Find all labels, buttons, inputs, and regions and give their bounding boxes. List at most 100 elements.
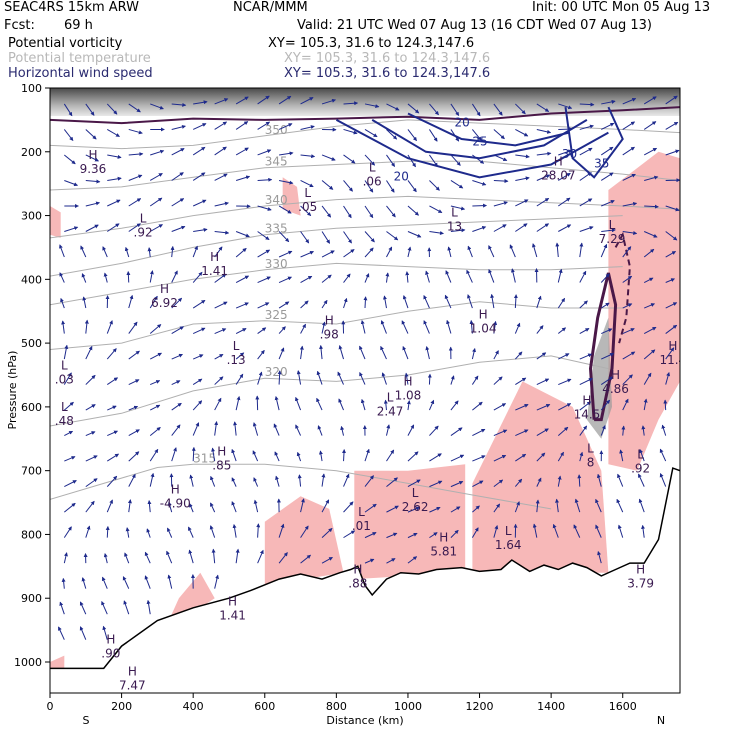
wind-vector (425, 270, 430, 283)
wind-vector (638, 498, 645, 513)
wind-speed-contour (335, 119, 609, 179)
wind-vector (278, 552, 288, 564)
wind-vector (622, 121, 636, 130)
wind-vector (343, 273, 351, 283)
wind-vector (214, 273, 227, 283)
wind-vector (343, 530, 356, 539)
wind-vector (579, 401, 592, 411)
wind-vector (128, 321, 138, 334)
wind-vector (300, 180, 314, 188)
wind-vector (321, 98, 337, 105)
wind-vector (382, 295, 387, 309)
wind-vector (532, 523, 538, 538)
wind-vector (557, 451, 564, 462)
wind-vector (380, 320, 387, 334)
wind-vector (558, 403, 572, 411)
wind-vector (321, 499, 330, 513)
extremum-type: H (88, 148, 97, 162)
wind-vector (601, 99, 616, 105)
wind-vector (450, 400, 459, 411)
wind-vector (429, 180, 440, 191)
wind-vector (235, 247, 247, 258)
wind-vector (364, 475, 374, 487)
wind-vector (429, 480, 443, 488)
shade-region (264, 496, 344, 586)
extremum-type: H (171, 483, 180, 497)
valid-time: Valid: 21 UTC Wed 07 Aug 13 (16 CDT Wed … (297, 18, 652, 33)
extremum-type: L (61, 400, 68, 414)
wind-vector (425, 346, 430, 360)
wind-vector (295, 396, 302, 411)
wind-vector (171, 326, 184, 334)
wind-vector (659, 472, 667, 487)
wind-vector (171, 172, 184, 181)
wind-vector (450, 205, 466, 211)
wind-vector (126, 271, 131, 283)
wind-vector (321, 205, 332, 218)
wind-vector (558, 172, 571, 181)
wind-vector (407, 103, 420, 114)
wind-vector (321, 321, 326, 334)
wind-vector (257, 231, 270, 241)
extremum-value: 1.41 (219, 608, 246, 622)
wind-vector (665, 302, 678, 309)
wind-vector (450, 180, 464, 189)
wind-vector (144, 551, 151, 564)
wind-vector (558, 378, 572, 386)
wind-vector (493, 201, 508, 207)
wind-vector (402, 345, 409, 360)
init-time: Init: 00 UTC Mon 05 Aug 13 (532, 0, 711, 15)
wind-vector (297, 474, 302, 487)
wind-vector (600, 243, 608, 258)
wind-vector (318, 450, 323, 462)
wind-vector (257, 302, 270, 309)
wind-vector (101, 600, 108, 615)
wind-vector (103, 553, 108, 564)
wind-vector (472, 226, 487, 232)
wind-vector (428, 399, 435, 411)
wind-vector (273, 423, 280, 436)
wind-vector (146, 528, 151, 538)
wind-vector (427, 373, 432, 385)
wind-vector (147, 500, 152, 513)
north-label: N (657, 714, 665, 727)
wind-vector (85, 179, 101, 184)
wind-vector (150, 103, 164, 110)
wind-vector (577, 474, 582, 487)
extremum-type: L (637, 448, 644, 462)
wind-vector (319, 344, 324, 360)
wind-vector (128, 174, 143, 181)
theta-contour (50, 463, 552, 510)
wind-vector (235, 275, 250, 283)
extremum-value: 6.92 (151, 296, 178, 310)
wind-vector (278, 347, 285, 360)
extremum-value: 3.79 (627, 576, 654, 590)
wind-vector (536, 174, 551, 181)
wind-vector (621, 425, 626, 436)
wind-vector (171, 297, 183, 309)
wind-vector (64, 502, 76, 513)
wind-vector (144, 575, 151, 589)
wind-vector (514, 351, 523, 360)
wind-vector (278, 205, 292, 214)
y-tick-label: 200 (21, 146, 42, 159)
wind-vector (515, 199, 529, 207)
wind-vector (192, 271, 203, 283)
wind-vector (149, 472, 155, 487)
wind-vector (665, 205, 680, 212)
extremum-type: L (233, 339, 240, 353)
wind-vector (579, 328, 590, 334)
wind-vector (493, 103, 503, 116)
extremum-type: H (160, 282, 169, 296)
wind-vector (558, 103, 573, 110)
y-tick-label: 400 (21, 273, 42, 286)
wind-vector (300, 323, 306, 334)
wind-vector (407, 532, 418, 539)
wind-vector (192, 146, 206, 156)
extremum-type: H (106, 633, 115, 647)
wind-vector (364, 129, 378, 138)
wind-vector (622, 97, 637, 105)
wind-vector (450, 427, 463, 436)
wind-vector (342, 449, 346, 462)
wind-vector (343, 297, 348, 309)
